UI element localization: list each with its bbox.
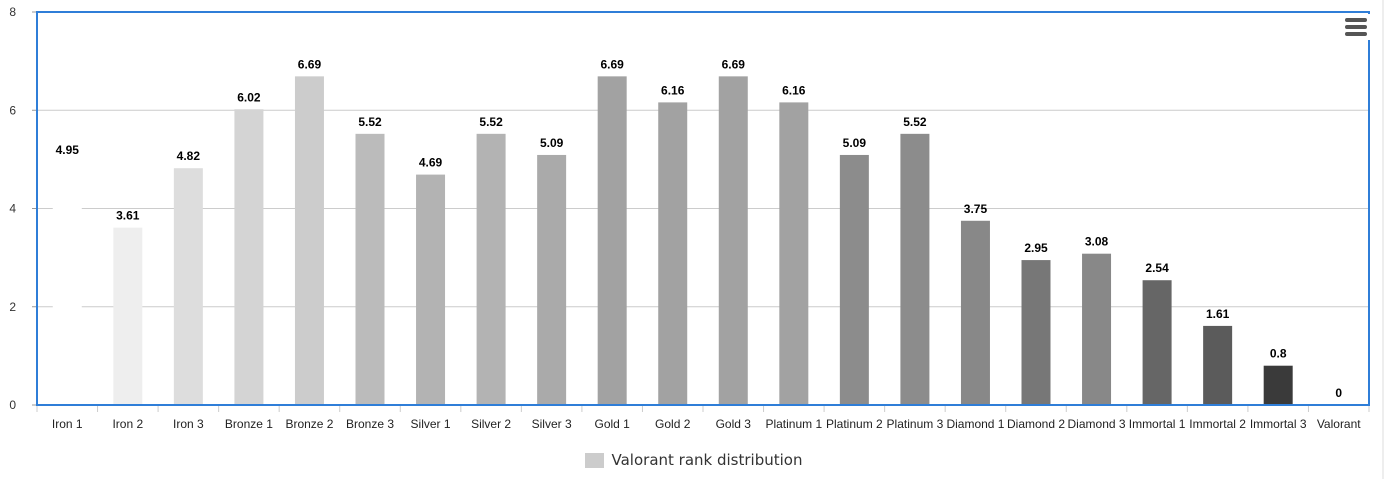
bar[interactable] [537, 154, 567, 405]
data-label: 4.69 [419, 156, 443, 170]
bar[interactable] [839, 154, 869, 405]
x-tick-label: Bronze 2 [285, 417, 333, 431]
data-label: 3.61 [116, 209, 140, 223]
hamburger-menu-icon [1345, 18, 1367, 22]
bar[interactable] [52, 161, 82, 405]
x-tick-label: Diamond 1 [946, 417, 1004, 431]
data-label: 5.52 [903, 115, 927, 129]
x-tick-label: Immortal 3 [1250, 417, 1307, 431]
bar[interactable] [779, 102, 809, 405]
bar[interactable] [1263, 365, 1293, 405]
plot-frame [36, 11, 1370, 406]
bar[interactable] [1082, 253, 1112, 405]
bar[interactable] [234, 109, 264, 405]
y-tick-label: 6 [9, 103, 16, 117]
x-tick-label: Bronze 1 [225, 417, 273, 431]
x-tick-label: Iron 1 [52, 417, 83, 431]
x-tick-label: Gold 2 [655, 417, 691, 431]
data-label: 3.75 [964, 202, 988, 216]
bar[interactable] [960, 220, 990, 405]
data-label: 4.82 [177, 149, 201, 163]
bar[interactable] [173, 168, 203, 405]
x-tick-label: Platinum 1 [765, 417, 822, 431]
bar[interactable] [1203, 325, 1233, 405]
data-label: 5.52 [479, 115, 503, 129]
legend-swatch [584, 452, 604, 468]
data-label: 0.8 [1270, 347, 1287, 361]
x-tick-label: Valorant [1317, 417, 1361, 431]
legend-label: Valorant rank distribution [611, 451, 803, 469]
y-tick-label: 8 [9, 5, 16, 19]
data-label: 1.61 [1206, 307, 1230, 321]
bar[interactable] [416, 174, 446, 405]
data-label: 0 [1335, 386, 1342, 400]
x-tick-label: Gold 3 [716, 417, 752, 431]
x-tick-label: Silver 2 [471, 417, 511, 431]
x-tick-label: Platinum 2 [826, 417, 883, 431]
bar[interactable] [718, 76, 748, 405]
data-label: 4.95 [56, 143, 80, 157]
data-label: 2.54 [1145, 261, 1169, 275]
chart-context-menu-button[interactable] [1340, 14, 1370, 40]
x-tick-label: Immortal 1 [1129, 417, 1186, 431]
legend: Valorant rank distribution [0, 451, 1387, 473]
x-tick-label: Gold 1 [595, 417, 631, 431]
x-tick-label: Diamond 2 [1007, 417, 1065, 431]
x-tick-label: Iron 3 [173, 417, 204, 431]
data-label: 2.95 [1024, 241, 1048, 255]
data-label: 5.09 [843, 136, 867, 150]
data-label: 6.69 [722, 57, 746, 71]
bar[interactable] [1021, 260, 1051, 405]
x-tick-label: Diamond 3 [1068, 417, 1126, 431]
data-label: 3.08 [1085, 235, 1109, 249]
x-tick-label: Silver 3 [532, 417, 572, 431]
bar[interactable] [658, 102, 688, 405]
x-tick-label: Platinum 3 [887, 417, 944, 431]
bar[interactable] [294, 76, 324, 405]
bar[interactable] [597, 76, 627, 405]
data-label: 6.16 [782, 83, 806, 97]
bar[interactable] [900, 133, 930, 405]
data-label: 6.16 [661, 83, 685, 97]
data-label: 5.09 [540, 136, 564, 150]
legend-item[interactable]: Valorant rank distribution [584, 451, 803, 469]
data-label: 6.69 [298, 57, 322, 71]
y-tick-label: 0 [9, 398, 16, 412]
data-label: 6.69 [601, 57, 625, 71]
y-tick-label: 2 [9, 300, 16, 314]
bar[interactable] [1142, 280, 1172, 405]
x-tick-label: Immortal 2 [1189, 417, 1246, 431]
bar[interactable] [113, 227, 143, 405]
bar[interactable] [476, 133, 506, 405]
data-label: 5.52 [358, 115, 382, 129]
bar[interactable] [355, 133, 385, 405]
x-tick-label: Silver 1 [411, 417, 451, 431]
y-tick-label: 4 [9, 202, 16, 216]
data-label: 6.02 [237, 90, 261, 104]
x-tick-label: Bronze 3 [346, 417, 394, 431]
x-tick-label: Iron 2 [112, 417, 143, 431]
